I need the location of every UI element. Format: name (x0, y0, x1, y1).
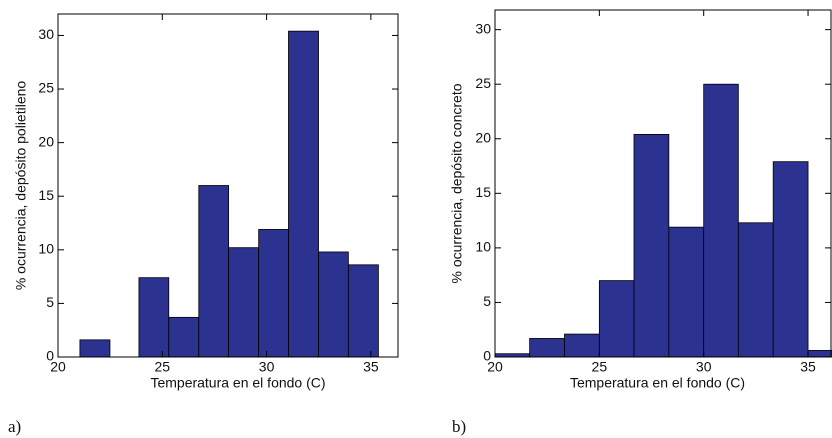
x-tick-label: 35 (363, 359, 379, 375)
y-tick-label: 5 (483, 293, 491, 309)
panel-label: b) (452, 417, 466, 436)
y-axis-label: % ocurrencia, depósito polietileno (13, 81, 29, 291)
y-tick-label: 10 (38, 241, 54, 257)
x-tick-label: 25 (155, 359, 171, 375)
plot (495, 83, 832, 358)
y-tick-label: 30 (475, 20, 491, 36)
bar (198, 185, 230, 358)
y-tick-label: 0 (483, 348, 491, 364)
x-tick-label: 35 (800, 359, 816, 375)
bar (288, 30, 319, 358)
x-tick-label: 30 (259, 359, 275, 375)
bar (347, 264, 379, 358)
y-tick-label: 20 (38, 133, 54, 149)
y-tick-label: 10 (475, 239, 491, 255)
bar (228, 247, 260, 358)
bar (703, 83, 739, 358)
y-tick-label: 15 (475, 184, 491, 200)
x-axis-label: Temperatura en el fondo (C) (150, 375, 325, 391)
x-tick-label: 30 (696, 359, 712, 375)
plot-frame (57, 13, 399, 358)
bar (168, 316, 200, 358)
y-tick-label: 25 (38, 80, 54, 96)
y-tick-label: 15 (38, 187, 54, 203)
bar (633, 133, 670, 358)
bar (79, 339, 111, 358)
x-axis-label: Temperatura en el fondo (C) (570, 375, 745, 391)
y-tick-label: 25 (475, 75, 491, 91)
x-tick-label: 25 (592, 359, 608, 375)
x-tick-label: 20 (487, 359, 503, 375)
bar (529, 338, 565, 358)
bar (807, 350, 832, 358)
bar (318, 251, 349, 358)
plot (79, 30, 379, 358)
y-tick-label: 20 (475, 129, 491, 145)
bar (258, 229, 289, 358)
bar (772, 161, 809, 358)
y-tick-label: 5 (46, 294, 54, 310)
y-axis-label: % ocurrencia, depósito concreto (449, 83, 465, 283)
bar (138, 277, 170, 358)
bar (598, 280, 635, 358)
y-tick-label: 30 (38, 26, 54, 42)
bar (564, 333, 600, 358)
bar (668, 226, 705, 358)
bar (737, 222, 774, 358)
y-tick-label: 0 (46, 348, 54, 364)
x-tick-label: 20 (50, 359, 66, 375)
plot-frame (494, 9, 832, 358)
panel-label: a) (8, 417, 21, 436)
